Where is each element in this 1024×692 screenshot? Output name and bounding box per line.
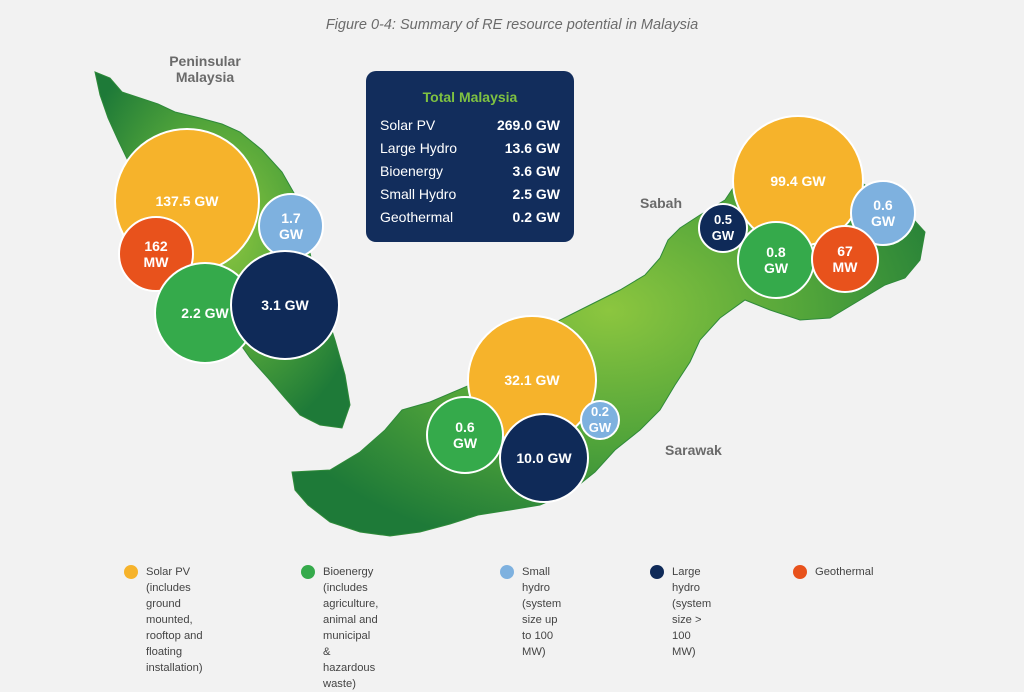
total-row-large-hydro: Large Hydro 13.6 GW bbox=[380, 140, 560, 156]
sabah-solar-value: 99.4 GW bbox=[770, 173, 826, 189]
sarawak-solar-value: 32.1 GW bbox=[504, 372, 560, 388]
legend-solar-text-2: mounted, rooftop and bbox=[146, 614, 203, 642]
peninsular-large-hydro-bubble: 3.1 GW bbox=[230, 250, 340, 360]
total-row-bioenergy: Bioenergy 3.6 GW bbox=[380, 163, 560, 179]
legend-small-text-2: size up to 100 MW) bbox=[522, 614, 558, 658]
region-label-peninsular-line1: Peninsular bbox=[169, 53, 241, 69]
region-label-peninsular: Peninsular Malaysia bbox=[150, 53, 260, 85]
peninsular-geothermal-value: 162 MW bbox=[143, 238, 169, 270]
sarawak-large-hydro-bubble: 10.0 GW bbox=[499, 413, 589, 503]
sarawak-small-hydro-bubble: 0.2 GW bbox=[580, 400, 620, 440]
sarawak-large-hydro-value: 10.0 GW bbox=[516, 450, 572, 466]
legend-geothermal-swatch bbox=[793, 565, 807, 579]
peninsular-large-hydro-value: 3.1 GW bbox=[261, 297, 309, 313]
region-label-sarawak: Sarawak bbox=[665, 442, 722, 458]
sabah-small-hydro-value: 0.6 GW bbox=[870, 197, 896, 229]
legend-bio-text-1: Bioenergy (includes agriculture, bbox=[323, 566, 379, 610]
legend-bio-text-2: animal and municipal & bbox=[323, 614, 378, 658]
sarawak-small-hydro-value: 0.2 GW bbox=[588, 404, 612, 435]
sabah-geothermal-bubble: 67 MW bbox=[811, 225, 879, 293]
legend-solar-swatch bbox=[124, 565, 138, 579]
sarawak-bioenergy-value: 0.6 GW bbox=[452, 419, 478, 451]
legend-solar-text-1: Solar PV (includes ground bbox=[146, 566, 191, 610]
legend-large-text-1: Large hydro (system bbox=[672, 566, 712, 610]
legend-geo-text-1: Geothermal bbox=[815, 566, 874, 578]
legend-small-text-1: Small hydro (system bbox=[522, 566, 562, 610]
sabah-solar-bubble: 99.4 GW bbox=[732, 115, 864, 247]
peninsular-small-hydro-bubble: 1.7 GW bbox=[258, 193, 324, 259]
sabah-bioenergy-value: 0.8 GW bbox=[763, 244, 789, 276]
legend-solar-text-3: floating installation) bbox=[146, 646, 203, 674]
total-malaysia-title: Total Malaysia bbox=[422, 89, 518, 105]
total-row-solar: Solar PV 269.0 GW bbox=[380, 117, 560, 133]
total-malaysia-box: Total Malaysia Solar PV 269.0 GW Large Hy… bbox=[366, 71, 574, 242]
legend-bioenergy-swatch bbox=[301, 565, 315, 579]
figure-title: Figure 0-4: Summary of RE resource poten… bbox=[325, 17, 699, 33]
sabah-geothermal-value: 67 MW bbox=[832, 243, 858, 275]
total-row-geothermal: Geothermal 0.2 GW bbox=[380, 209, 560, 225]
peninsular-small-hydro-value: 1.7 GW bbox=[278, 210, 304, 242]
legend-large-hydro-swatch bbox=[650, 565, 664, 579]
peninsular-solar-value: 137.5 GW bbox=[155, 193, 219, 209]
region-label-sabah: Sabah bbox=[640, 195, 683, 211]
sarawak-bioenergy-bubble: 0.6 GW bbox=[426, 396, 504, 474]
sabah-bioenergy-bubble: 0.8 GW bbox=[737, 221, 815, 299]
total-row-small-hydro: Small Hydro 2.5 GW bbox=[380, 186, 560, 202]
legend-bio-text-3: hazardous waste) bbox=[323, 662, 376, 690]
region-label-peninsular-line2: Malaysia bbox=[175, 69, 235, 85]
legend-small-hydro-swatch bbox=[500, 565, 514, 579]
legend-large-text-2: size > 100 MW) bbox=[672, 614, 702, 658]
sabah-large-hydro-value: 0.5 GW bbox=[711, 212, 735, 243]
peninsular-bioenergy-value: 2.2 GW bbox=[181, 305, 229, 321]
